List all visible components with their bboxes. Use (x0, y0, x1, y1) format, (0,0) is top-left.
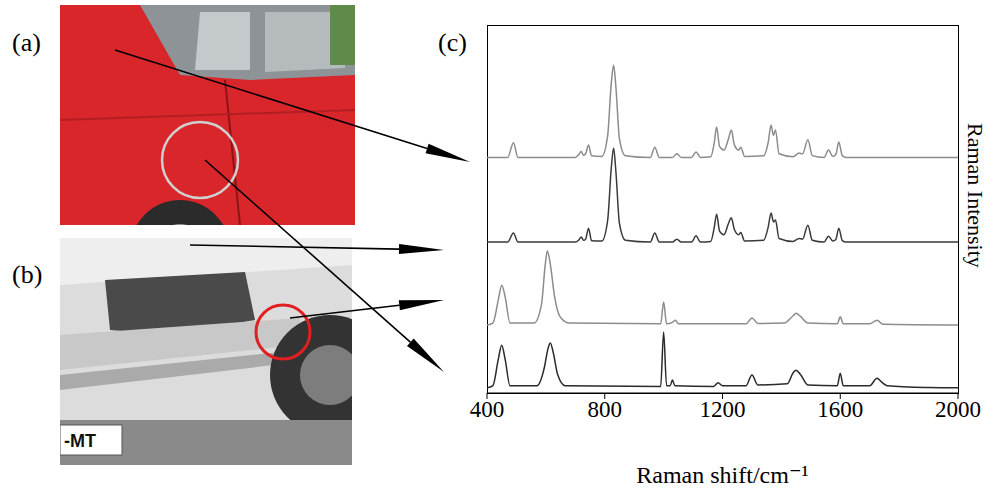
html-text:(b): (b) (12, 260, 43, 289)
svg-text:Raman shift/cm⁻¹: Raman shift/cm⁻¹ (636, 462, 809, 488)
svg-text:-MT: -MT (64, 431, 96, 451)
svg-text:800: 800 (588, 397, 623, 422)
html-text:Raman Intensity: Raman Intensity (963, 122, 988, 268)
html-text:(c): (c) (438, 28, 467, 57)
html-text:(a): (a) (12, 28, 41, 57)
svg-text:1600: 1600 (817, 397, 863, 422)
svg-text:400: 400 (470, 397, 505, 422)
svg-text:1200: 1200 (700, 397, 746, 422)
svg-text:2000: 2000 (935, 397, 981, 422)
